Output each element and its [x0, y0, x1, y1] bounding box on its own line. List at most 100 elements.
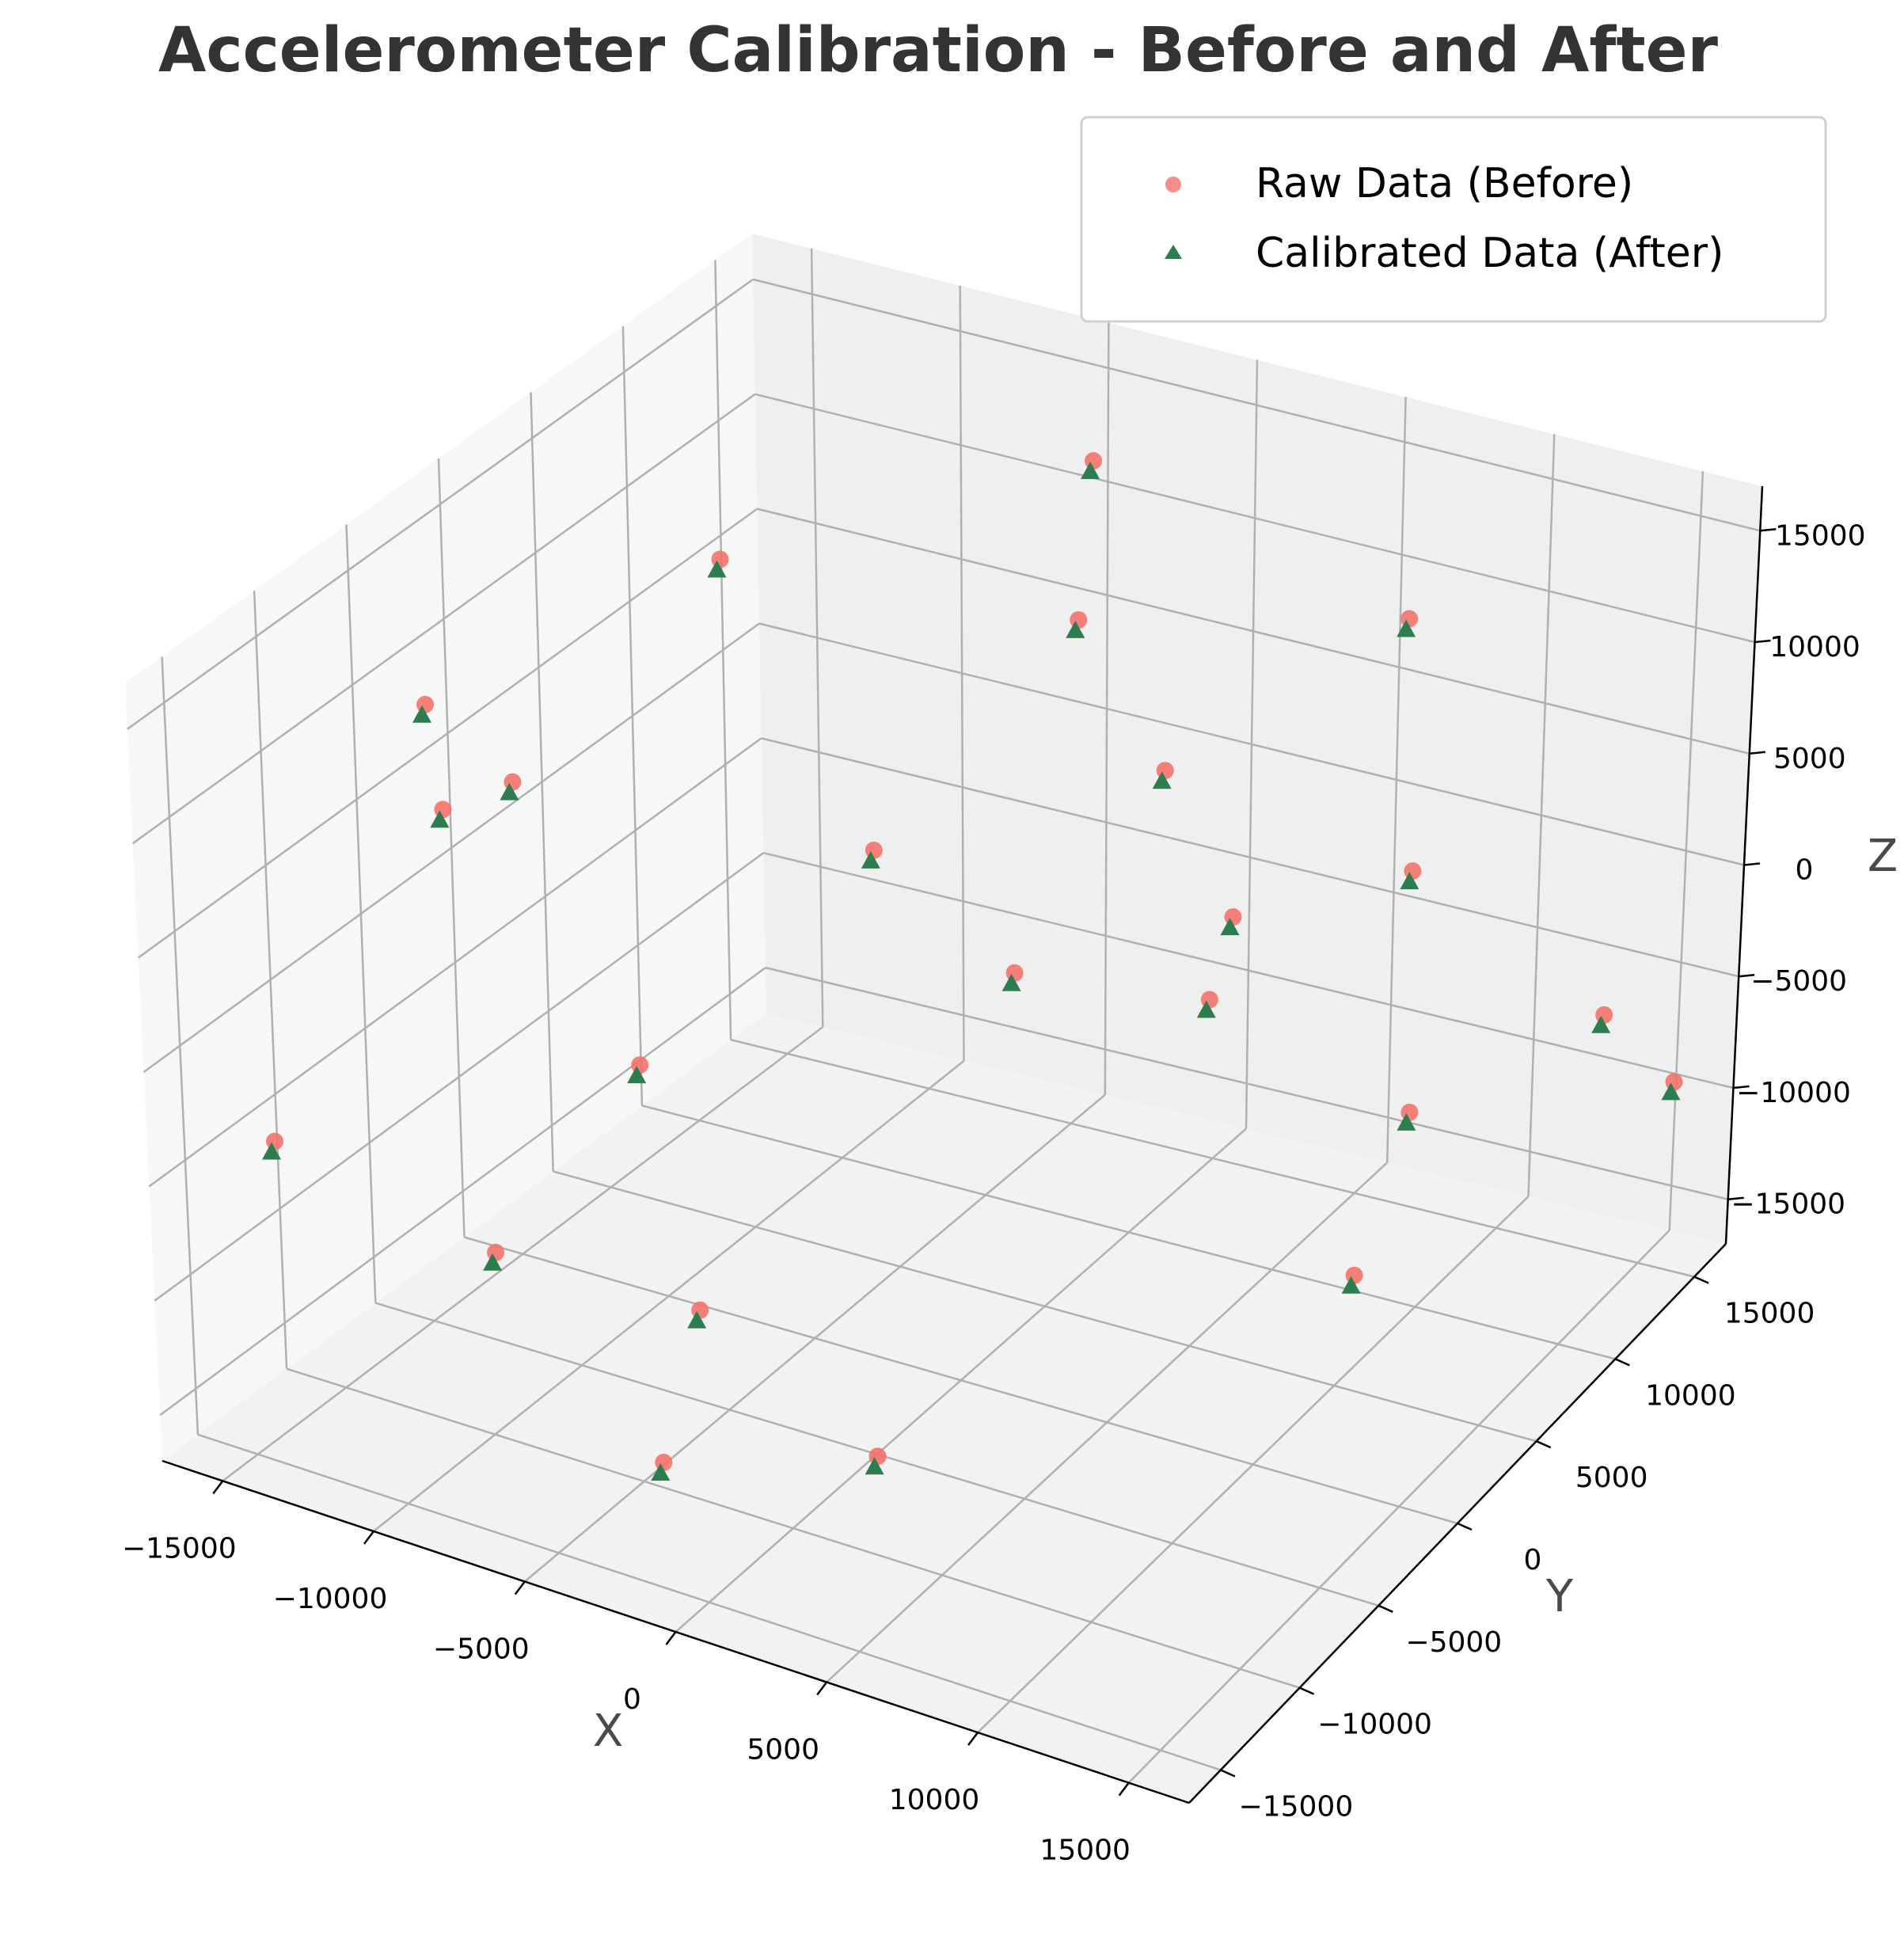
calibrated-data-point — [1341, 1276, 1361, 1294]
z-tick-mark — [1739, 973, 1755, 978]
legend-box — [1080, 116, 1827, 323]
y-gridline-left — [621, 325, 644, 1106]
z-tick-mark — [1743, 862, 1761, 866]
chart-title: Accelerometer Calibration - Before and A… — [158, 15, 1719, 86]
y-tick-label: 15000 — [1724, 1298, 1815, 1330]
x-gridline-floor — [826, 1162, 1389, 1683]
calibrated-data-point — [1661, 1082, 1681, 1101]
raw-data-point — [1400, 610, 1419, 628]
raw-data-point — [1400, 1103, 1419, 1121]
raw-data-point — [691, 1301, 709, 1319]
y-tick-mark — [1378, 1604, 1393, 1613]
y-tick-mark — [1457, 1522, 1473, 1531]
y-tick-label: −15000 — [1239, 1791, 1354, 1823]
legend: Raw Data (Before) Calibrated Data (After… — [1080, 116, 1827, 323]
y-tick-mark — [1299, 1687, 1315, 1695]
y-gridline-floor — [641, 1105, 1616, 1360]
calibrated-data-point — [865, 1457, 884, 1475]
z-tick-label: 5000 — [1773, 743, 1846, 775]
y-gridline-left — [530, 392, 554, 1172]
raw-data-point — [1224, 908, 1242, 926]
legend-marker-calibrated — [1165, 245, 1182, 259]
calibrated-data-point — [1196, 1000, 1216, 1018]
x-tick-label: −5000 — [433, 1633, 530, 1666]
data-points — [262, 452, 1683, 1481]
y-axis-label: Y — [1545, 1571, 1574, 1622]
x-gridline-floor — [977, 1196, 1530, 1733]
calibrated-data-point — [1220, 918, 1240, 936]
z-gridline-left — [127, 278, 754, 730]
raw-data-point — [434, 800, 452, 819]
y-tick-mark — [1220, 1769, 1236, 1778]
calibrated-data-point — [262, 1142, 281, 1160]
legend-marker-raw — [1165, 177, 1181, 192]
x-tick-mark — [967, 1732, 979, 1746]
calibrated-data-point — [1152, 771, 1172, 789]
raw-data-point — [631, 1056, 649, 1074]
calibrated-data-point — [483, 1253, 503, 1271]
raw-data-point — [868, 1447, 887, 1466]
z-tick-mark — [1733, 1085, 1750, 1089]
x-tick-label: 15000 — [1039, 1835, 1131, 1867]
tick-labels: −15000 −10000 −5000 0 5000 10000 15000 −15000 −1… — [122, 519, 1866, 1866]
left-wall-pane — [125, 234, 766, 1461]
x-gridline-floor — [1127, 1230, 1670, 1784]
x-tick-label: 5000 — [747, 1734, 819, 1766]
raw-data-point — [1595, 1006, 1613, 1024]
calibrated-data-point — [412, 705, 431, 723]
calibrated-data-point — [1591, 1015, 1611, 1033]
z-gridline-back — [757, 508, 1750, 755]
legend-label-raw: Raw Data (Before) — [1256, 160, 1633, 207]
calibrated-data-point — [1400, 872, 1419, 890]
calibrated-data-point — [861, 850, 880, 869]
z-tick-mark — [1754, 639, 1771, 644]
raw-data-point — [1404, 862, 1422, 880]
calibrated-data-point — [430, 810, 450, 828]
grid-lines — [127, 248, 1761, 1784]
x-tick-label: −15000 — [122, 1532, 237, 1565]
z-axis-label: Z — [1868, 831, 1898, 882]
z-gridline-left — [143, 622, 760, 1074]
z-gridline-left — [137, 508, 758, 959]
y-tick-mark — [1693, 1276, 1709, 1284]
raw-data-point — [1005, 964, 1024, 982]
legend-label-calibrated: Calibrated Data (After) — [1256, 230, 1723, 277]
x-tick-label: −10000 — [273, 1583, 388, 1615]
raw-data-point — [1085, 452, 1103, 470]
back-wall-pane — [752, 234, 1762, 1244]
calibrated-data-point — [687, 1310, 707, 1329]
raw-data-point — [865, 841, 883, 859]
raw-data-point — [266, 1132, 283, 1150]
z-tick-label: 10000 — [1769, 631, 1860, 664]
raw-data-point — [1665, 1073, 1683, 1091]
z-tick-label: −15000 — [1731, 1188, 1845, 1221]
x-tick-mark — [665, 1631, 677, 1645]
raw-data-point — [1345, 1266, 1363, 1284]
z-gridline-back — [752, 278, 1761, 532]
calibrated-data-point — [1081, 462, 1100, 479]
y-tick-mark — [1536, 1440, 1552, 1449]
raw-data-point — [416, 695, 434, 713]
z-tick-mark — [1727, 1196, 1744, 1200]
y-gridline-left — [714, 260, 732, 1040]
y-gridline-floor — [464, 1236, 1458, 1525]
z-gridline-left — [131, 393, 756, 845]
z-tick-label: −5000 — [1750, 965, 1847, 998]
x-gridline-back — [1527, 434, 1556, 1197]
calibrated-data-point — [627, 1066, 647, 1084]
x-axis-label: X — [593, 1706, 623, 1757]
calibrated-data-point — [1001, 973, 1021, 991]
y-gridline-floor — [730, 1038, 1695, 1278]
x-tick-mark — [212, 1480, 224, 1495]
raw-data-point — [1156, 762, 1174, 780]
calibrated-data-point — [1397, 619, 1416, 637]
x-gridline-back — [1668, 471, 1704, 1230]
z-gridline-back — [758, 622, 1745, 866]
raw-data-point — [504, 773, 522, 791]
x-tick-label: 10000 — [889, 1784, 980, 1816]
z-tick-mark — [1749, 751, 1765, 755]
y-tick-label: −5000 — [1405, 1626, 1502, 1659]
raw-data-point — [1070, 610, 1088, 629]
y-gridline-floor — [553, 1170, 1537, 1443]
